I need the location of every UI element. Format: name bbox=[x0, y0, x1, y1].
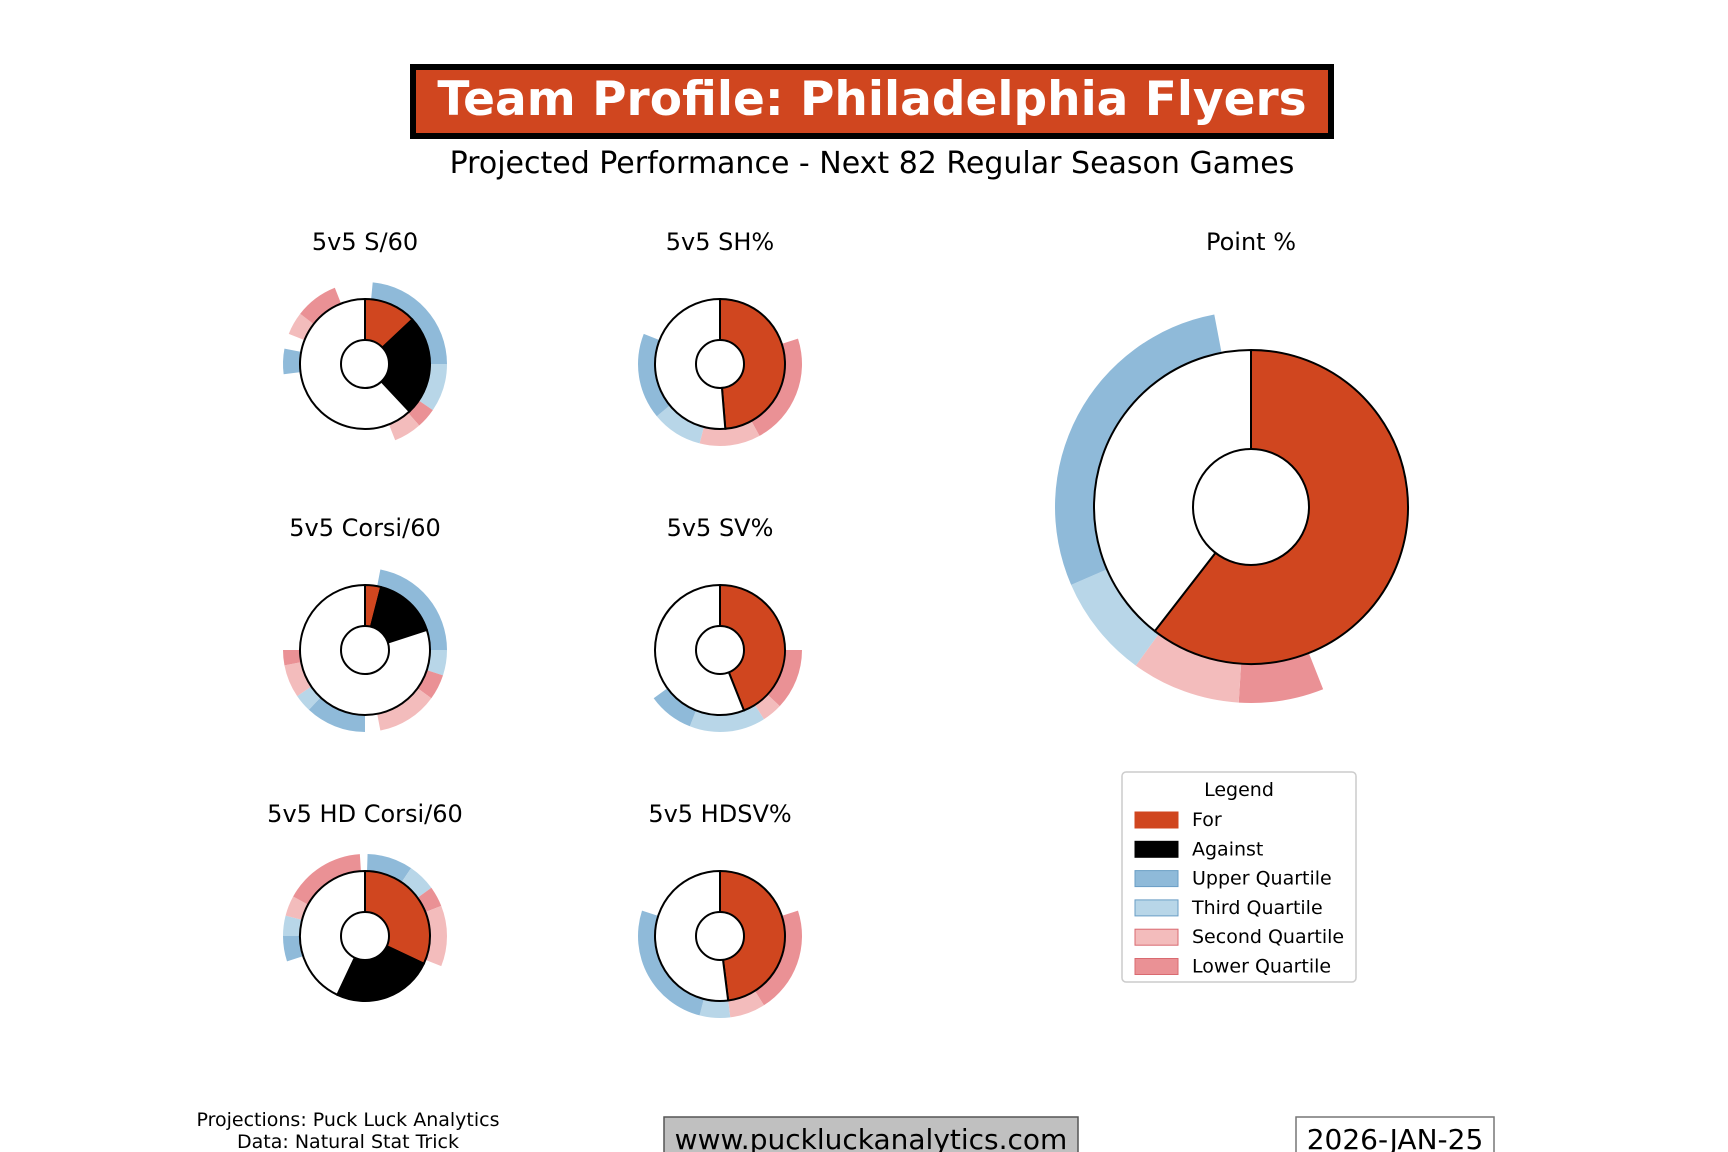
legend-swatch bbox=[1134, 928, 1179, 946]
legend-frame bbox=[1121, 771, 1357, 983]
for-wedge bbox=[719, 584, 786, 712]
site-url[interactable]: www.puckluckanalytics.com bbox=[675, 1123, 1068, 1152]
against-wedge bbox=[363, 318, 431, 413]
donut-hole bbox=[340, 625, 390, 675]
chart-title: 5v5 Corsi/60 bbox=[289, 514, 440, 542]
quartile-band-third bbox=[699, 998, 731, 1018]
donut-chart: 5v5 S/60 bbox=[283, 228, 447, 441]
credits-projections: Projections: Puck Luck Analytics bbox=[196, 1109, 499, 1131]
footer: Projections: Puck Luck Analytics Data: N… bbox=[196, 1109, 1495, 1152]
donut-hole bbox=[340, 339, 390, 389]
legend-swatch bbox=[1134, 840, 1179, 858]
donut-chart: 5v5 SH% bbox=[637, 228, 802, 446]
donut-hole bbox=[1192, 448, 1310, 566]
legend-label: Third Quartile bbox=[1191, 897, 1323, 919]
remainder-wedge bbox=[299, 869, 366, 997]
legend-swatch bbox=[1134, 870, 1179, 888]
quartile-band-third bbox=[656, 405, 704, 444]
legend-item: Lower Quartile bbox=[1134, 956, 1331, 978]
title-box bbox=[410, 64, 1334, 139]
charts-grid: 5v5 S/60 5v5 SH% 5v5 Corsi/60 5v5 SV% 5v5 HD… bbox=[267, 228, 1409, 1018]
quartile-band-lower bbox=[767, 650, 802, 707]
quartile-band-lower bbox=[417, 670, 443, 699]
quartile-band-lower bbox=[1238, 652, 1324, 703]
chart-title: Point % bbox=[1206, 228, 1296, 256]
donut-chart: Point % bbox=[1055, 228, 1409, 703]
header: Team Profile: Philadelphia Flyers Projec… bbox=[410, 64, 1334, 181]
quartile-band-second bbox=[728, 990, 764, 1018]
donut-hole bbox=[340, 911, 390, 961]
quartile-band-lower bbox=[751, 338, 802, 436]
report-date: 2026-JAN-25 bbox=[1307, 1123, 1484, 1152]
page-subtitle: Projected Performance - Next 82 Regular … bbox=[450, 146, 1295, 181]
remainder-wedge bbox=[299, 583, 431, 716]
legend-label: Lower Quartile bbox=[1192, 956, 1331, 978]
legend-title: Legend bbox=[1204, 779, 1274, 801]
legend-item: Against bbox=[1134, 838, 1263, 860]
quartile-band-upper bbox=[308, 697, 365, 732]
page-title: Team Profile: Philadelphia Flyers bbox=[437, 72, 1306, 127]
legend-item: Second Quartile bbox=[1134, 926, 1344, 948]
quartile-band-third bbox=[401, 868, 432, 898]
remainder-wedge bbox=[654, 297, 727, 430]
legend-label: Against bbox=[1192, 838, 1263, 860]
chart-title: 5v5 HDSV% bbox=[648, 800, 791, 828]
chart-title: 5v5 S/60 bbox=[312, 228, 418, 256]
chart-title: 5v5 SH% bbox=[666, 228, 774, 256]
quartile-band-third bbox=[689, 704, 764, 732]
donut-hole bbox=[695, 625, 745, 675]
legend-swatch bbox=[1134, 811, 1179, 829]
quartile-band-lower bbox=[283, 650, 302, 666]
quartile-band-upper bbox=[367, 854, 412, 883]
remainder-wedge bbox=[654, 869, 730, 1002]
quartile-band-second bbox=[699, 420, 760, 446]
for-wedge bbox=[719, 870, 786, 1002]
chart-title: 5v5 SV% bbox=[667, 514, 774, 542]
quartile-band-lower bbox=[300, 287, 342, 325]
quartile-band-third bbox=[1071, 569, 1159, 666]
url-box bbox=[663, 1116, 1079, 1152]
quartile-band-upper bbox=[653, 688, 697, 727]
chart-title: 5v5 HD Corsi/60 bbox=[267, 800, 463, 828]
quartile-band-second bbox=[377, 688, 432, 731]
quartile-band-third bbox=[283, 915, 303, 936]
quartile-band-third bbox=[426, 650, 447, 676]
quartile-band-second bbox=[425, 905, 447, 967]
donut-chart: 5v5 HDSV% bbox=[638, 800, 803, 1018]
donut-hole bbox=[695, 339, 745, 389]
legend: Legend For Against Upper Quartile Third Qua… bbox=[1121, 771, 1357, 983]
remainder-wedge bbox=[1092, 348, 1252, 633]
legend-swatch bbox=[1134, 899, 1179, 917]
for-wedge bbox=[719, 298, 786, 430]
legend-item: Upper Quartile bbox=[1134, 868, 1332, 890]
legend-item: For bbox=[1134, 809, 1222, 831]
quartile-band-second bbox=[284, 662, 312, 697]
legend-swatch bbox=[1134, 958, 1179, 975]
quartile-band-second bbox=[388, 412, 420, 441]
quartile-band-third bbox=[418, 364, 447, 411]
date-box bbox=[1295, 1116, 1495, 1152]
credits-data: Data: Natural Stat Trick bbox=[237, 1131, 459, 1152]
donut-chart: 5v5 HD Corsi/60 bbox=[267, 800, 463, 1002]
legend-items: For Against Upper Quartile Third Quartile Se… bbox=[1134, 809, 1344, 978]
quartile-band-lower bbox=[293, 854, 361, 905]
donut-chart: 5v5 Corsi/60 bbox=[283, 514, 447, 732]
quartile-band-upper bbox=[1055, 314, 1222, 585]
donut-chart: 5v5 SV% bbox=[653, 514, 802, 732]
quartile-band-upper bbox=[283, 348, 302, 375]
donut-hole bbox=[695, 911, 745, 961]
legend-label: Second Quartile bbox=[1192, 926, 1344, 948]
quartile-band-second bbox=[1135, 634, 1242, 703]
quartile-band-upper bbox=[283, 936, 304, 962]
quartile-band-upper bbox=[377, 569, 447, 650]
legend-label: For bbox=[1192, 809, 1222, 831]
legend-item: Third Quartile bbox=[1134, 897, 1323, 919]
quartile-band-second bbox=[285, 896, 309, 920]
legend-label: Upper Quartile bbox=[1192, 868, 1332, 890]
